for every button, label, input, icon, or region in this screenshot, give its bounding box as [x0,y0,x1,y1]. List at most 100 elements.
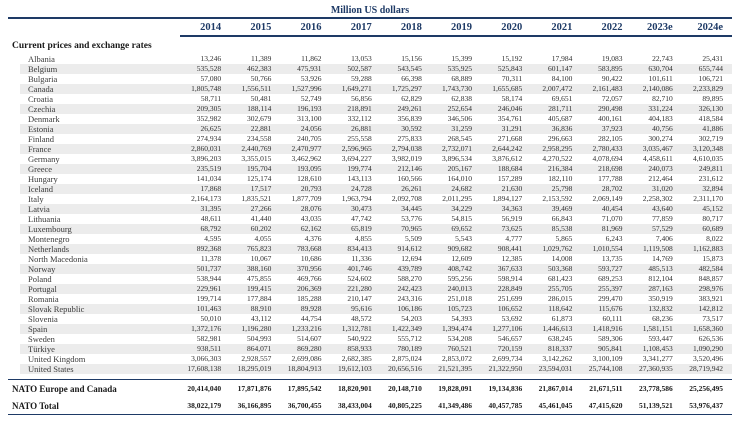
country-row: North Macedonia 11,378 10,067 10,686 11,336 1… [8,254,732,264]
value-cell: 24,682 [430,184,482,194]
value-cell: 524,602 [347,274,372,283]
value-cell: 106,721 [698,74,723,83]
value-cell: 231,612 [698,174,723,183]
value-cell: 287,163 [631,284,682,294]
summary-value-cell: 19,828,091 [430,379,482,397]
value-cell: 12,385 [501,254,523,263]
value-cell: 53,776 [401,214,422,223]
value-cell: 1,743,730 [430,84,482,94]
value-cell: 229,961 [180,284,231,294]
value-cell: 313,100 [297,114,322,123]
value-cell: 812,104 [648,274,673,283]
value-cell: 3,066,303 [191,354,222,363]
country-row: Hungary 141,034 125,174 128,610 143,113 160,5… [8,174,732,184]
value-cell: 43,640 [631,204,682,214]
value-cell: 62,838 [451,94,473,103]
value-cell: 540,922 [347,334,372,343]
value-cell: 598,914 [497,274,523,283]
summary-label: NATO Europe and Canada [8,379,180,397]
value-cell: 1,894,127 [492,194,523,203]
summary-value-cell: 45,461,045 [531,397,582,415]
value-cell: 13,735 [601,254,623,263]
value-cell: 1,277,106 [481,324,532,334]
country-name: Latvia [8,204,180,214]
value-cell: 4,458,611 [642,154,673,163]
value-cell: 296,663 [548,134,573,143]
value-cell: 41,440 [250,214,272,223]
value-cell: 892,368 [180,244,231,254]
value-cell: 30,473 [330,204,381,214]
value-cell: 2,470,977 [280,144,331,154]
country-row: United Kingdom 3,066,303 2,928,557 2,699,08… [8,354,732,364]
value-cell: 62,829 [401,94,422,103]
country-row: France 2,860,031 2,440,769 2,470,977 2,596,9… [8,144,732,154]
section-title-row: Current prices and exchange rates [8,36,732,54]
value-cell: 834,413 [330,244,381,254]
value-cell: 5,865 [555,234,573,243]
value-cell: 19,612,103 [330,364,381,374]
value-cell: 302,719 [698,134,723,143]
value-cell: 2,682,385 [341,354,372,363]
summary-value-cell: 20,148,710 [380,379,431,397]
value-cell: 188,114 [230,104,281,114]
value-cell: 182,110 [548,174,573,183]
value-cell: 40,756 [631,124,682,134]
value-cell: 1,527,996 [280,84,331,94]
country-name: Croatia [28,94,54,104]
value-cell: 346,506 [447,114,473,123]
value-cell: 593,447 [648,334,673,343]
value-cell: 143,113 [347,174,372,183]
value-cell: 218,891 [330,104,381,114]
value-cell: 2,258,302 [642,194,673,203]
value-cell: 205,167 [430,164,482,174]
value-cell: 15,156 [401,54,422,63]
country-name: Slovak Republic [8,304,180,314]
value-cell: 70,965 [380,224,431,234]
country-name: Norway [8,264,180,274]
value-cell: 50,481 [250,94,272,103]
country-row: Bulgaria 57,080 50,766 53,926 59,288 66,398 68… [8,74,732,84]
value-cell: 115,676 [581,304,632,314]
value-cell: 268,545 [447,134,473,143]
value-cell: 118,642 [531,304,582,314]
country-row: Norway 501,737 388,160 370,956 401,746 439,78… [8,264,732,274]
value-cell: 44,754 [300,314,322,323]
value-cell: 818,337 [531,344,582,354]
country-name: United Kingdom [28,354,86,364]
value-cell: 2,860,031 [180,144,231,154]
value-cell: 54,815 [451,214,473,223]
value-cell: 2,007,472 [531,84,582,94]
country-row: Germany 3,896,203 3,355,015 3,462,962 3,694,… [8,154,732,164]
value-cell: 546,657 [497,334,523,343]
summary-value-cell: 41,349,486 [430,397,482,415]
value-cell: 73,517 [702,314,723,323]
value-cell: 2,440,769 [230,144,281,154]
value-cell: 216,384 [531,164,582,174]
country-name: Slovenia [28,314,58,324]
summary-body: NATO Europe and Canada 20,414,040 17,871,8… [8,379,732,415]
value-cell: 760,521 [430,344,482,354]
value-cell: 105,723 [430,304,482,314]
value-cell: 367,633 [481,264,532,274]
value-cell: 240,705 [297,134,322,143]
value-cell: 13,053 [351,54,372,63]
value-cell: 50,766 [250,74,272,83]
value-cell: 235,519 [180,164,231,174]
value-cell: 281,711 [531,104,582,114]
value-cell: 68,889 [451,74,473,83]
value-cell: 53,926 [300,74,322,83]
country-row: Czechia 209,305 188,114 196,193 218,891 249,2… [8,104,732,114]
value-cell: 1,312,781 [330,324,381,334]
value-cell: 681,423 [548,274,573,283]
value-cell: 255,705 [531,284,582,294]
year-header: 2017 [330,17,381,37]
country-name: Germany [28,154,60,164]
value-cell: 588,270 [397,274,422,283]
value-cell: 101,611 [648,74,673,83]
country-name: Estonia [8,124,180,134]
value-cell: 132,832 [631,304,682,314]
value-cell: 1,090,290 [681,344,732,354]
value-cell: 535,925 [430,64,482,74]
value-cell: 54,203 [401,314,422,323]
value-cell: 475,931 [280,64,331,74]
